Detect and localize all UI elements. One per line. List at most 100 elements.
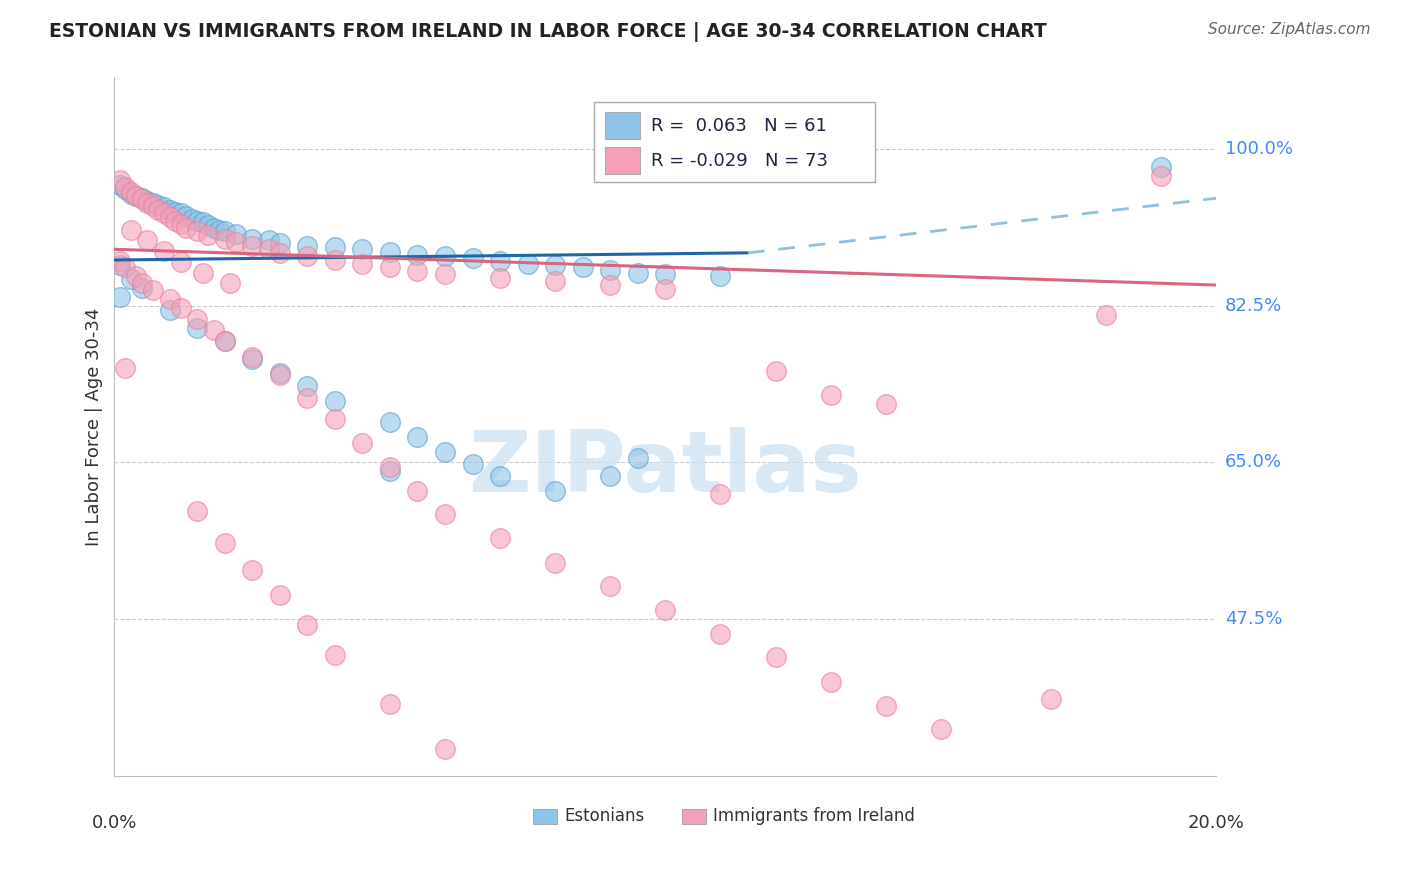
Point: [159, 303, 181, 318]
Point: [131, 192, 153, 206]
Point: [131, 277, 153, 291]
Point: [269, 245, 291, 260]
Point: [516, 257, 538, 271]
Point: [1095, 308, 1118, 322]
Point: [120, 186, 142, 201]
Point: [875, 698, 897, 713]
Point: [1150, 160, 1173, 174]
Point: [1150, 169, 1173, 183]
Point: [599, 278, 621, 293]
Point: [406, 247, 429, 261]
Point: [352, 435, 374, 450]
Point: [153, 244, 176, 258]
Point: [323, 394, 346, 409]
Point: [131, 281, 153, 295]
Point: [378, 459, 401, 474]
Point: [136, 195, 159, 210]
Text: 20.0%: 20.0%: [1188, 814, 1244, 832]
Point: [108, 173, 131, 187]
Text: Immigrants from Ireland: Immigrants from Ireland: [713, 807, 914, 825]
Text: ESTONIAN VS IMMIGRANTS FROM IRELAND IN LABOR FORCE | AGE 30-34 CORRELATION CHART: ESTONIAN VS IMMIGRANTS FROM IRELAND IN L…: [49, 22, 1047, 42]
Point: [654, 282, 676, 296]
Text: R = -0.029   N = 73: R = -0.029 N = 73: [651, 152, 828, 169]
Point: [136, 233, 159, 247]
Point: [191, 266, 214, 280]
Point: [174, 209, 197, 223]
Point: [297, 863, 319, 877]
Point: [142, 284, 165, 298]
Point: [544, 259, 567, 273]
Point: [163, 204, 186, 219]
Point: [765, 650, 787, 665]
Point: [257, 242, 280, 256]
Point: [240, 238, 263, 252]
Point: [114, 179, 136, 194]
Point: [378, 464, 401, 478]
Point: [269, 368, 291, 382]
Point: [197, 227, 219, 242]
Point: [433, 444, 456, 458]
Point: [627, 266, 650, 280]
Point: [269, 235, 291, 250]
Point: [544, 275, 567, 289]
Point: [323, 412, 346, 426]
Point: [159, 293, 181, 307]
Point: [599, 579, 621, 593]
Point: [225, 235, 247, 249]
Point: [489, 253, 512, 268]
Y-axis label: In Labor Force | Age 30-34: In Labor Force | Age 30-34: [86, 307, 103, 546]
Text: Estonians: Estonians: [564, 807, 644, 825]
Point: [352, 257, 374, 271]
Point: [142, 195, 165, 210]
Point: [186, 321, 208, 335]
Point: [120, 272, 142, 286]
Point: [297, 391, 319, 405]
Point: [297, 249, 319, 263]
Point: [240, 231, 263, 245]
Point: [108, 290, 131, 304]
Point: [186, 224, 208, 238]
Text: 100.0%: 100.0%: [1225, 140, 1292, 158]
Point: [240, 350, 263, 364]
Point: [169, 206, 191, 220]
Point: [240, 352, 263, 367]
Point: [571, 260, 593, 275]
Point: [169, 255, 191, 269]
Point: [406, 430, 429, 444]
Point: [433, 268, 456, 282]
Point: [169, 217, 191, 231]
Point: [208, 222, 231, 236]
Point: [153, 200, 176, 214]
Point: [202, 323, 225, 337]
Point: [114, 260, 136, 275]
Point: [240, 563, 263, 577]
Point: [378, 244, 401, 259]
Point: [406, 264, 429, 278]
Point: [257, 233, 280, 247]
Point: [163, 213, 186, 227]
Point: [627, 450, 650, 465]
Point: [191, 215, 214, 229]
Text: 82.5%: 82.5%: [1225, 297, 1282, 315]
Point: [489, 532, 512, 546]
Point: [599, 263, 621, 277]
Point: [323, 252, 346, 267]
Point: [378, 260, 401, 275]
Point: [125, 188, 148, 202]
Point: [120, 185, 142, 199]
Point: [352, 242, 374, 256]
Point: [136, 194, 159, 208]
Point: [180, 211, 202, 226]
Point: [186, 312, 208, 326]
Point: [214, 224, 236, 238]
Point: [108, 253, 131, 268]
Point: [489, 271, 512, 285]
Point: [225, 227, 247, 241]
Point: [153, 206, 176, 220]
Point: [174, 220, 197, 235]
Text: ZIPatlas: ZIPatlas: [468, 427, 862, 510]
Point: [114, 361, 136, 376]
Point: [214, 334, 236, 349]
Point: [120, 222, 142, 236]
Point: [214, 536, 236, 550]
